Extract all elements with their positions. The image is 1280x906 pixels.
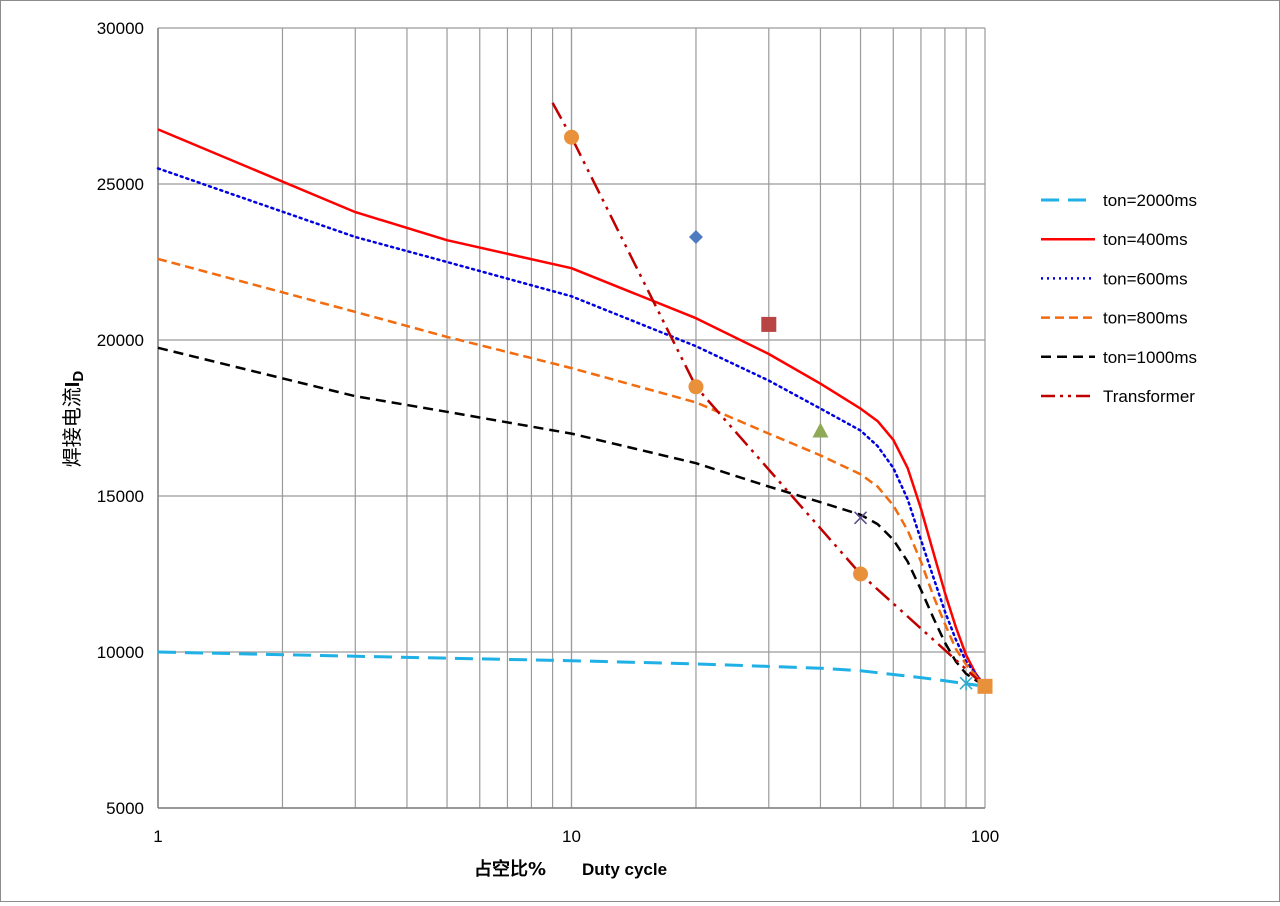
legend: ton=2000ms ton=400ms ton=600ms ton=800ms ton… [1041,191,1197,406]
y-tick-label: 20000 [97,331,144,350]
legend-label: ton=600ms [1103,269,1188,288]
x-tick-label: 100 [971,827,999,846]
tick-labels: 5000 10000 15000 20000 25000 30000 1 10 100 [97,19,999,846]
legend-label: ton=400ms [1103,230,1188,249]
y-tick-label: 5000 [106,799,144,818]
y-tick-label: 10000 [97,643,144,662]
diamond-marker [688,230,703,245]
y-axis-label: 焊接电流ID [60,371,87,468]
triangle-marker [812,422,829,438]
y-tick-label: 15000 [97,487,144,506]
legend-label: ton=800ms [1103,309,1188,328]
series-line-ton-600ms [156,167,987,688]
y-axis-label-i: I [62,382,84,388]
series-line-ton-800ms [157,257,986,688]
x-axis-label-en: Duty cycle [582,860,667,879]
y-axis-label-sub: D [70,371,87,382]
legend-label: ton=1000ms [1103,348,1197,367]
y-axis-label-main: 焊接电流 [60,387,84,467]
grid [157,27,986,809]
data-markers [564,129,993,694]
legend-label: Transformer [1103,387,1195,406]
x-marker [853,511,868,525]
x-tick-label: 10 [562,827,581,846]
series-line-ton-2000ms [157,650,986,688]
asterisk-marker [959,676,973,691]
series-line-ton-1000ms [157,346,986,688]
series-line-ton-400ms [157,128,987,688]
circle-marker [853,566,869,582]
square-marker [761,316,777,332]
y-tick-label: 30000 [97,19,144,38]
x-axis-label-cn: 占空比% [474,858,546,880]
x-tick-label: 1 [153,827,162,846]
square-marker [977,678,993,694]
legend-label: ton=2000ms [1103,191,1197,210]
circle-marker [564,129,579,145]
circle-marker [688,379,704,395]
y-tick-label: 25000 [97,175,144,194]
